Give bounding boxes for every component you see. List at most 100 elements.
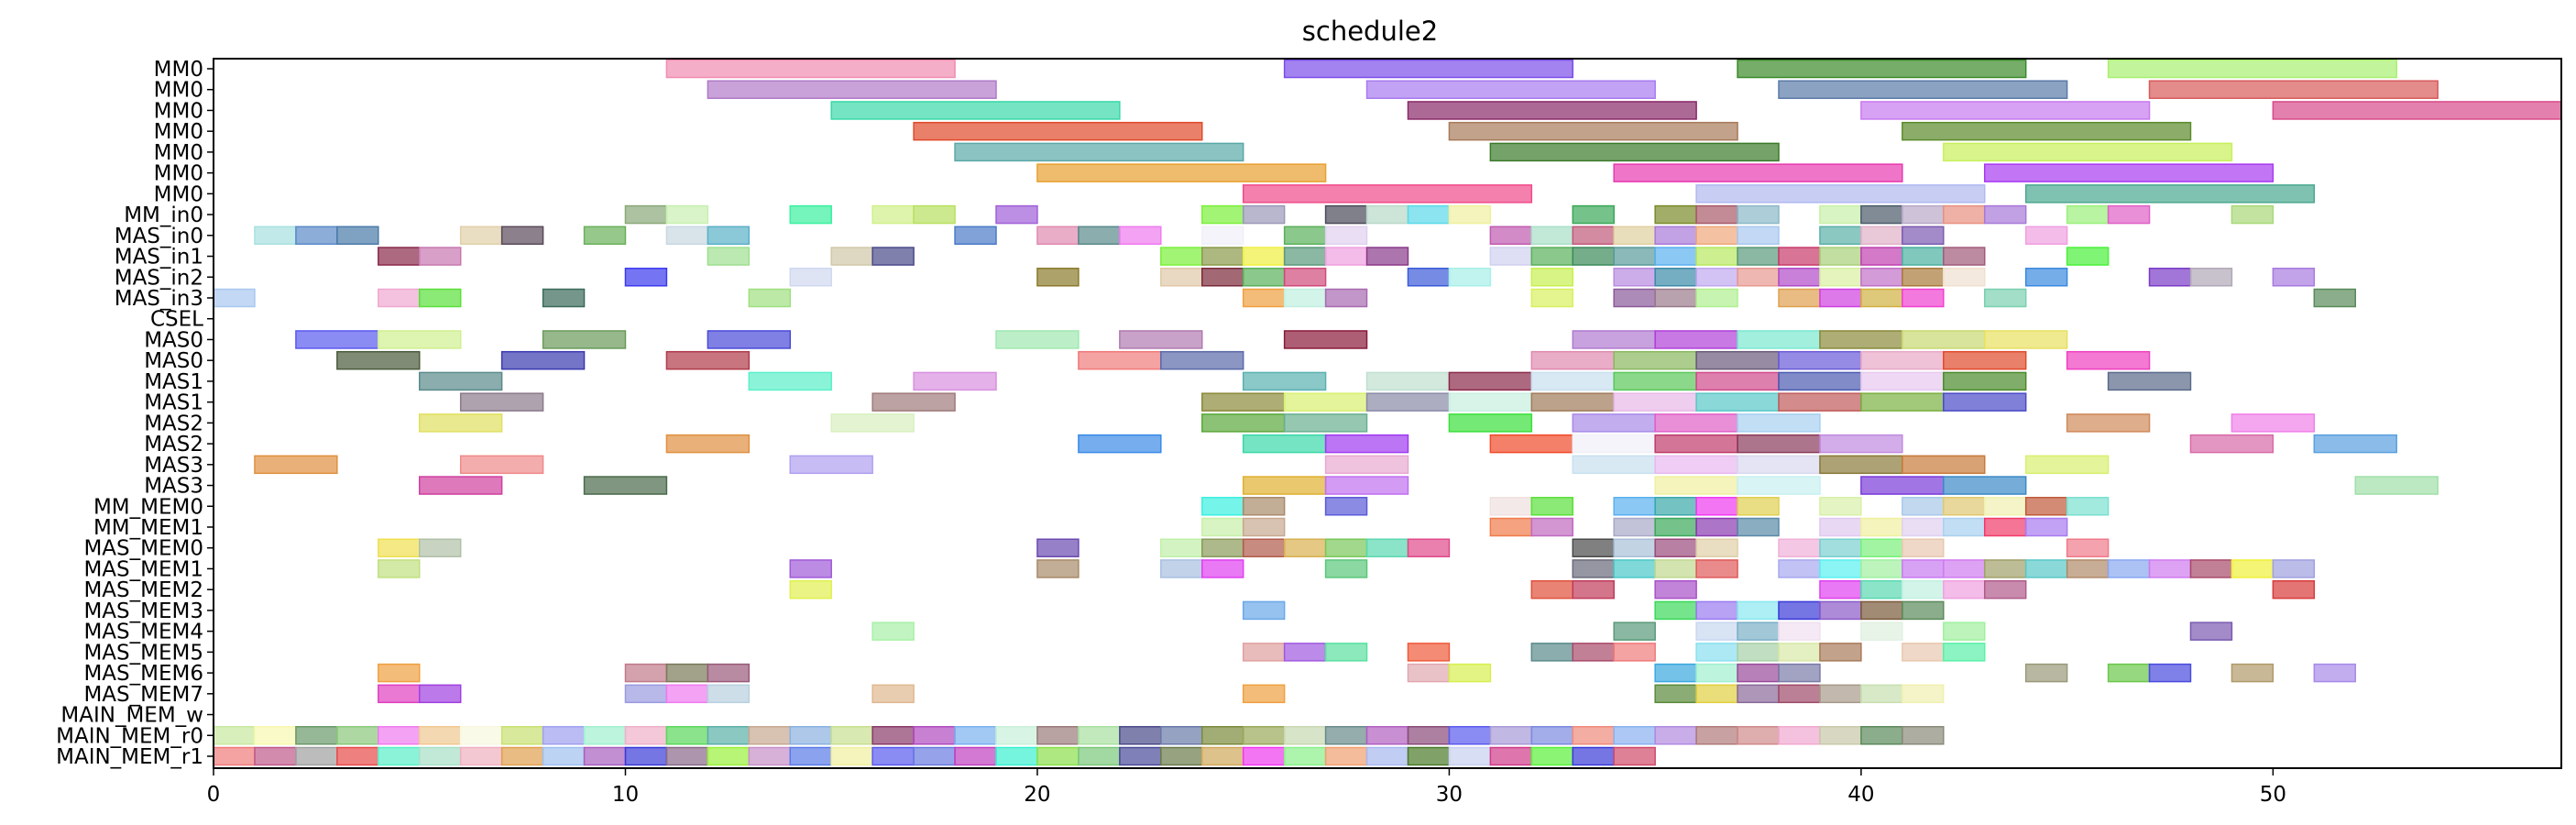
row-label: MM0 [154,120,203,144]
bar-row30-5 [871,684,915,704]
bar-row25-7 [1943,579,1986,600]
bar-row27-7 [2189,622,2233,641]
bar-row10-12 [1695,268,1738,287]
plot-frame [213,58,2562,769]
x-tick-label: 10 [612,783,639,807]
bar-row20-1 [583,476,668,495]
bar-row7-13 [1654,204,1697,225]
row-label: MAS0 [144,328,203,352]
row-label: MAS_MEM4 [83,621,203,644]
bar-row7-6 [1200,204,1244,225]
bar-row8-4 [500,226,544,246]
bar-row7-21 [2066,204,2110,225]
bar-row24-0 [378,559,421,578]
bar-row33-4 [378,746,421,766]
bar-row29-11 [2107,663,2151,683]
bar-row26-7 [1902,600,1945,621]
bar-row8-17 [1572,226,1615,246]
bar-row13-2 [542,330,627,349]
bar-row19-9 [2024,455,2110,475]
bar-row18-6 [1654,434,1738,454]
bar-row27-0 [871,622,915,641]
bar-row22-12 [1983,517,2027,537]
bar-row10-15 [1819,268,1862,287]
bar-row29-13 [2231,663,2275,683]
row-label: MAS_MEM7 [83,683,203,707]
bar-row33-3 [336,746,379,766]
bar-row9-19 [1819,247,1862,266]
row-label: MM0 [154,182,203,206]
bar-row18-8 [1819,434,1903,454]
bar-row8-7 [707,226,751,246]
x-tick-label: 50 [2260,783,2286,807]
bar-row30-0 [378,684,421,704]
bar-row33-17 [913,746,956,766]
bar-row33-25 [1242,746,1286,766]
bar-row8-0 [254,226,297,246]
bar-row8-14 [1324,226,1368,246]
bar-row2-0 [830,101,1121,120]
bar-row29-9 [1778,663,1821,683]
bar-row17-9 [2231,413,2316,433]
bar-row9-15 [1654,247,1697,266]
bar-row32-7 [500,726,544,745]
bar-row11-17 [2313,288,2357,308]
bar-row11-12 [1778,288,1821,308]
row-labels: MM0MM0MM0MM0MM0MM0MM0MM_in0MAS_in0MAS_in… [56,58,214,769]
bar-row20-6 [1860,476,1945,495]
bar-row16-3 [1283,392,1368,412]
bar-row10-18 [1943,268,1986,287]
bar-row18-10 [2313,434,2397,454]
bar-row8-8 [954,226,997,246]
bar-row8-6 [665,226,709,246]
bar-row24-1 [789,559,832,578]
bar-row10-17 [1902,268,1945,287]
bar-row10-11 [1654,268,1697,287]
bar-row27-4 [1778,622,1821,641]
bar-row11-16 [1983,288,2027,308]
bar-row33-26 [1283,746,1327,766]
bar-row10-10 [1613,268,1656,287]
bar-row22-11 [1943,517,1986,537]
bar-row8-2 [336,226,379,246]
bar-row33-22 [1119,746,1162,766]
bar-row8-21 [1737,226,1780,246]
bar-row27-5 [1860,622,1903,641]
bar-row9-5 [1160,247,1203,266]
bar-row23-7 [1324,538,1368,557]
bar-row23-4 [1200,538,1244,557]
bar-row29-3 [707,663,751,683]
bar-row11-14 [1860,288,1903,308]
bar-row29-2 [665,663,709,683]
bar-row14-3 [1078,350,1162,370]
row-label: MM0 [154,99,203,123]
bar-row23-3 [1160,538,1203,557]
bar-row24-11 [1819,559,1862,578]
bar-row27-1 [1613,622,1656,641]
bar-row7-3 [871,204,915,225]
bar-row11-5 [1242,288,1286,308]
bar-row25-2 [1572,579,1615,600]
bar-row28-5 [1572,643,1615,662]
bar-row23-10 [1572,538,1615,557]
bar-row15-3 [1242,371,1327,391]
bar-row24-13 [1902,559,1945,578]
row-label: MAS_in0 [115,225,203,248]
bar-row32-18 [954,726,997,745]
bar-row32-27 [1324,726,1368,745]
bar-row20-8 [2354,476,2439,495]
bar-row32-1 [254,726,297,745]
bar-row2-2 [1860,101,2151,120]
bar-row22-7 [1737,517,1780,537]
bar-row33-33 [1572,746,1615,766]
bar-row22-8 [1819,517,1862,537]
bar-row9-0 [378,247,421,266]
row-label: MAIN_MEM_w [60,704,203,728]
bar-row33-13 [748,746,792,766]
bar-row29-10 [2024,663,2068,683]
bar-row18-7 [1737,434,1821,454]
bar-row24-14 [1943,559,1986,578]
bar-row24-22 [2272,559,2316,578]
bar-row30-4 [707,684,751,704]
bar-row7-7 [1242,204,1286,225]
